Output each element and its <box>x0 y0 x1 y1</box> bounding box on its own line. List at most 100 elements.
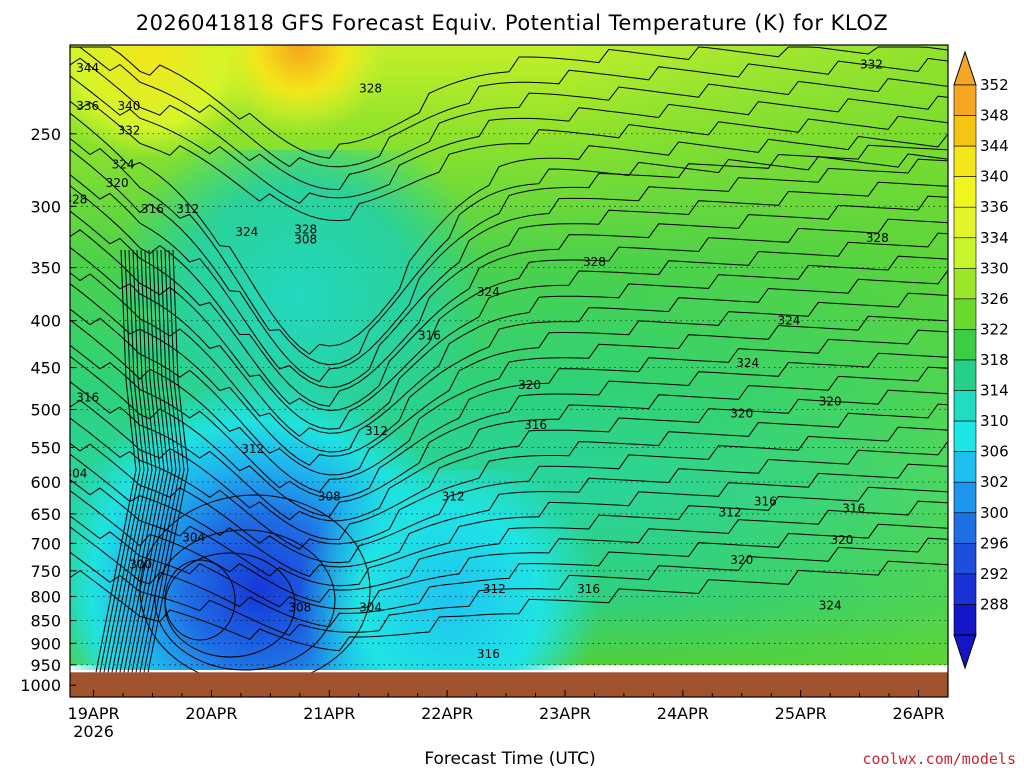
contour-line <box>70 112 948 355</box>
field-upper-orange <box>200 45 400 155</box>
y-tick-label: 450 <box>30 359 61 378</box>
colorbar-swatch <box>953 543 977 575</box>
contour-line <box>70 46 948 168</box>
contour-label: 328 <box>64 193 87 207</box>
contour-line <box>70 523 948 628</box>
y-tick-label: 1000 <box>20 676 61 695</box>
pressure-gridlines <box>70 133 948 666</box>
contour-label: 324 <box>41 343 64 357</box>
colorbar-swatch <box>953 420 977 452</box>
contour-line <box>131 249 173 673</box>
contour-label: 340 <box>117 99 140 113</box>
colorbar-swatch <box>953 206 977 239</box>
contour-label: 328 <box>866 231 889 245</box>
contour-line <box>164 559 236 641</box>
contour-line <box>127 249 169 673</box>
contour-line <box>70 269 948 466</box>
contour-line <box>70 463 948 587</box>
contour-line <box>70 500 948 610</box>
contour-line <box>70 403 948 550</box>
contour-label: 316 <box>477 647 500 661</box>
colorbar-label: 330 <box>980 259 1009 277</box>
contour-line <box>99 249 141 673</box>
contour-label: 308 <box>294 232 317 246</box>
contour-line <box>70 195 948 412</box>
colorbar-swatch <box>953 390 977 422</box>
y-tick-label: 650 <box>30 505 61 524</box>
contour-line <box>70 144 948 383</box>
contour-line <box>70 329 948 499</box>
contour-line <box>70 101 948 222</box>
contour-label: 312 <box>719 506 742 520</box>
colorbar-bottom-arrow <box>953 634 977 670</box>
colorbar-label: 300 <box>980 504 1009 522</box>
contour-line <box>95 249 137 673</box>
contour-line <box>70 57 948 191</box>
y-tick-label: 700 <box>30 534 61 553</box>
colorbar-swatch <box>953 481 977 514</box>
colorbar-label: 334 <box>980 229 1009 247</box>
contour-label: 320 <box>730 406 753 420</box>
colorbar-swatch <box>953 359 977 391</box>
x-tick-label: 26APR <box>892 704 944 723</box>
contour-label: 328 <box>359 81 382 95</box>
contour-label: 304 <box>359 601 382 615</box>
y-tick-label: 350 <box>30 259 61 278</box>
contour-line <box>103 249 145 673</box>
contour-label: 320 <box>830 533 853 547</box>
contour-line <box>70 292 948 476</box>
colorbar-swatch <box>953 298 977 330</box>
contour-label: 324 <box>736 356 759 370</box>
colorbar-swatch <box>953 145 977 177</box>
contour-label: 312 <box>483 582 506 596</box>
contour-label: 320 <box>518 378 541 392</box>
x-tick-label: 24APR <box>657 704 709 723</box>
y-axis: 250 300 350 400 450 500 550 600 650 700 750 800 850 9… <box>20 125 76 695</box>
contour-label: 312 <box>365 424 388 438</box>
contour-line <box>123 249 165 673</box>
y-tick-label: 950 <box>30 656 61 675</box>
x-tick-label: 25APR <box>775 704 827 723</box>
x-axis-label: Forecast Time (UTC) <box>424 749 595 768</box>
y-tick-label: 400 <box>30 312 61 331</box>
contour-label: 312 <box>442 489 465 503</box>
y-tick-label: 900 <box>30 634 61 653</box>
contour-label: 316 <box>754 494 777 508</box>
colorbar-label: 318 <box>980 351 1009 369</box>
contour-line <box>70 255 948 453</box>
contour-line <box>70 181 948 407</box>
contour-label: 336 <box>76 99 99 113</box>
colorbar-swatch <box>953 115 977 147</box>
plot-frame <box>69 44 949 698</box>
contour-label: 344 <box>76 61 99 75</box>
contour-line <box>70 389 948 541</box>
colorbar-label: 348 <box>980 107 1009 125</box>
colorbar: 352 348 344 340 336 334 330 326 322 318 314 310 306 3… <box>953 50 1009 670</box>
y-tick-label: 600 <box>30 473 61 492</box>
y-tick-label: 300 <box>30 197 61 216</box>
contour-label: 324 <box>112 157 135 171</box>
colorbar-label: 336 <box>980 198 1009 216</box>
contour-label: 316 <box>577 582 600 596</box>
contour-line <box>135 249 177 673</box>
credit-link[interactable]: coolwx.com/models <box>862 750 1016 768</box>
contour-label: 300 <box>129 557 152 571</box>
colorbar-label: 302 <box>980 473 1009 491</box>
contour-label: 308 <box>288 601 311 615</box>
contour-line <box>154 529 336 671</box>
contour-label: 316 <box>76 390 99 404</box>
colorbar-label: 296 <box>980 534 1009 552</box>
contour-line <box>70 232 948 437</box>
colorbar-label: 306 <box>980 443 1009 461</box>
contour-line <box>70 218 948 430</box>
ground-terrain <box>70 672 948 697</box>
contour-line <box>70 366 948 522</box>
chart-title: 2026041818 GFS Forecast Equiv. Potential… <box>136 11 889 35</box>
contour-label: 324 <box>777 314 800 328</box>
contour-line <box>115 249 157 673</box>
x-tick-label: 20APR <box>185 704 237 723</box>
contour-label: 316 <box>842 501 865 515</box>
colorbar-label: 344 <box>980 137 1009 155</box>
